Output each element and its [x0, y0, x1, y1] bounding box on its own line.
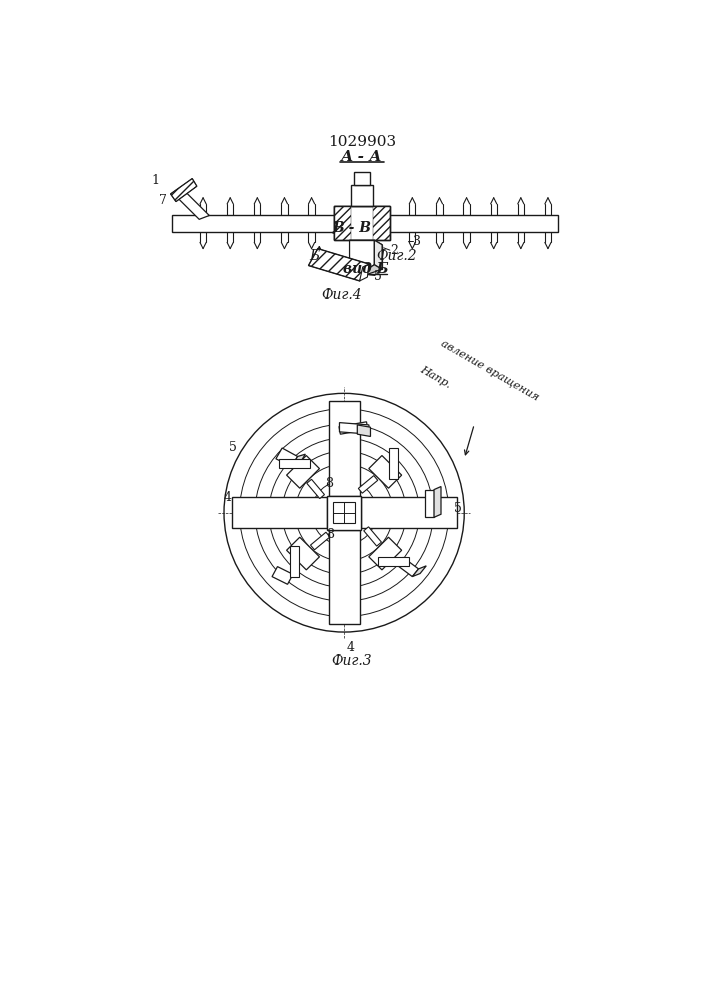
Polygon shape — [329, 401, 360, 496]
Text: авление вращения: авление вращения — [440, 338, 541, 402]
Polygon shape — [360, 264, 369, 281]
Polygon shape — [286, 537, 320, 570]
Text: 3: 3 — [413, 235, 421, 248]
Polygon shape — [378, 557, 409, 566]
Text: 4: 4 — [346, 641, 354, 654]
Text: Фиг.3: Фиг.3 — [332, 654, 372, 668]
Text: Б: Б — [310, 249, 320, 263]
Polygon shape — [291, 454, 305, 466]
Polygon shape — [364, 527, 382, 546]
Polygon shape — [339, 423, 369, 434]
Text: Напр.: Напр. — [418, 364, 452, 390]
Bar — [172, 215, 558, 232]
Bar — [334, 206, 390, 240]
Bar — [333, 502, 355, 523]
Polygon shape — [308, 249, 369, 281]
Polygon shape — [397, 557, 419, 577]
Text: А - А: А - А — [341, 150, 382, 164]
Text: 8: 8 — [325, 477, 332, 490]
Polygon shape — [373, 206, 390, 240]
Bar — [351, 185, 373, 206]
Text: 1029903: 1029903 — [328, 135, 396, 149]
Polygon shape — [279, 459, 310, 468]
Polygon shape — [329, 530, 360, 624]
Polygon shape — [348, 265, 382, 275]
Polygon shape — [412, 566, 426, 577]
Text: 2: 2 — [390, 244, 399, 257]
Text: 5: 5 — [454, 502, 462, 515]
Bar — [327, 496, 361, 530]
Polygon shape — [276, 448, 298, 466]
Polygon shape — [369, 456, 402, 488]
Text: 4: 4 — [224, 491, 232, 504]
Polygon shape — [334, 206, 351, 240]
Bar — [354, 172, 370, 185]
Polygon shape — [307, 479, 325, 499]
Text: 7: 7 — [159, 194, 167, 207]
Polygon shape — [374, 240, 382, 269]
Polygon shape — [425, 490, 434, 517]
Polygon shape — [358, 476, 378, 493]
Polygon shape — [349, 240, 374, 272]
Text: 5: 5 — [229, 441, 238, 454]
Polygon shape — [369, 537, 402, 570]
Polygon shape — [272, 567, 293, 584]
Text: 5: 5 — [374, 270, 382, 283]
Text: 1: 1 — [151, 174, 159, 187]
Polygon shape — [290, 546, 300, 577]
Polygon shape — [310, 532, 330, 550]
Polygon shape — [361, 497, 457, 528]
Polygon shape — [339, 422, 368, 434]
Text: В - В: В - В — [332, 221, 371, 235]
Polygon shape — [286, 456, 320, 488]
Bar — [334, 206, 390, 240]
Polygon shape — [232, 497, 327, 528]
Polygon shape — [357, 425, 370, 436]
Polygon shape — [170, 179, 197, 202]
Polygon shape — [389, 448, 398, 479]
Polygon shape — [176, 192, 209, 219]
Text: Фиг.4: Фиг.4 — [322, 288, 362, 302]
Text: Фиг.2: Фиг.2 — [377, 249, 417, 263]
Text: вид Б: вид Б — [343, 262, 389, 276]
Polygon shape — [434, 487, 441, 517]
Text: 8: 8 — [326, 528, 334, 541]
